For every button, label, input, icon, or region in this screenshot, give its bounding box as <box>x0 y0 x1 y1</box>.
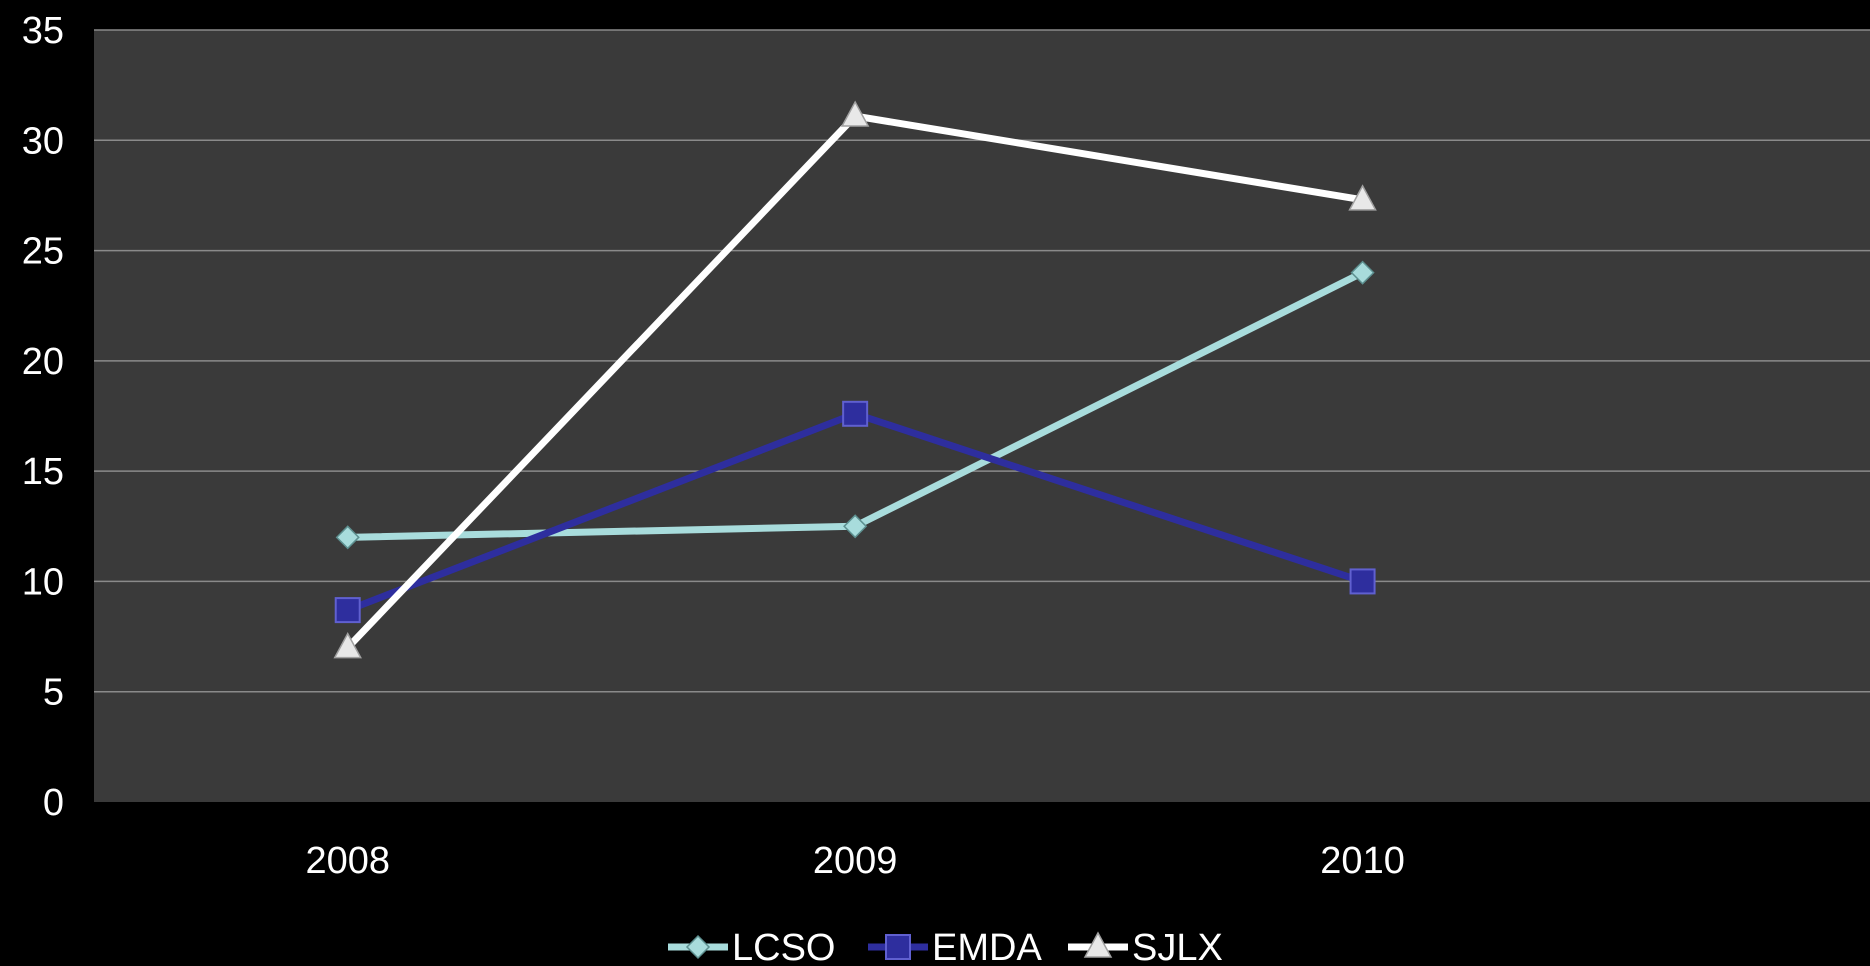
series-emda <box>334 400 1376 624</box>
series-sjlx <box>333 100 1377 659</box>
y-tick-label: 30 <box>22 120 64 162</box>
plot-area <box>94 30 1870 802</box>
y-tick-label: 0 <box>43 782 64 824</box>
data-point-sjlx <box>1348 184 1377 211</box>
data-point-emda <box>842 400 869 427</box>
x-tick-label: 2008 <box>305 840 390 882</box>
data-point-lcso <box>843 514 868 539</box>
series-layer <box>333 100 1377 659</box>
y-tick-label: 25 <box>22 231 64 273</box>
legend-marker-sjlx <box>1083 931 1113 958</box>
data-point-sjlx <box>333 632 362 659</box>
data-point-lcso <box>335 525 360 550</box>
legend-label: LCSO <box>732 927 835 966</box>
x-axis-ticks: 2008 2009 2010 <box>305 840 1404 882</box>
legend-label: EMDA <box>932 927 1042 966</box>
y-tick-label: 10 <box>22 561 64 603</box>
data-point-sjlx <box>840 100 870 127</box>
legend-item-sjlx: SJLX <box>1068 927 1223 966</box>
y-axis-ticks: 0 5 10 15 20 25 30 35 <box>22 10 64 824</box>
data-point-emda <box>334 597 361 624</box>
legend-marker-emda <box>885 934 911 960</box>
legend-label: SJLX <box>1132 927 1223 966</box>
y-tick-label: 15 <box>22 451 64 493</box>
legend-marker-lcso <box>685 934 711 960</box>
data-point-lcso <box>1350 260 1375 285</box>
legend-item-lcso: LCSO <box>668 927 835 966</box>
series-lcso <box>335 260 1375 550</box>
x-tick-label: 2010 <box>1320 840 1405 882</box>
y-tick-label: 35 <box>22 10 64 52</box>
data-point-emda <box>1349 568 1376 595</box>
legend-item-emda: EMDA <box>868 927 1042 966</box>
y-tick-label: 20 <box>22 341 64 383</box>
y-tick-label: 5 <box>43 672 64 714</box>
x-tick-label: 2009 <box>813 840 898 882</box>
legend: LCSO EMDA SJLX <box>668 927 1223 966</box>
